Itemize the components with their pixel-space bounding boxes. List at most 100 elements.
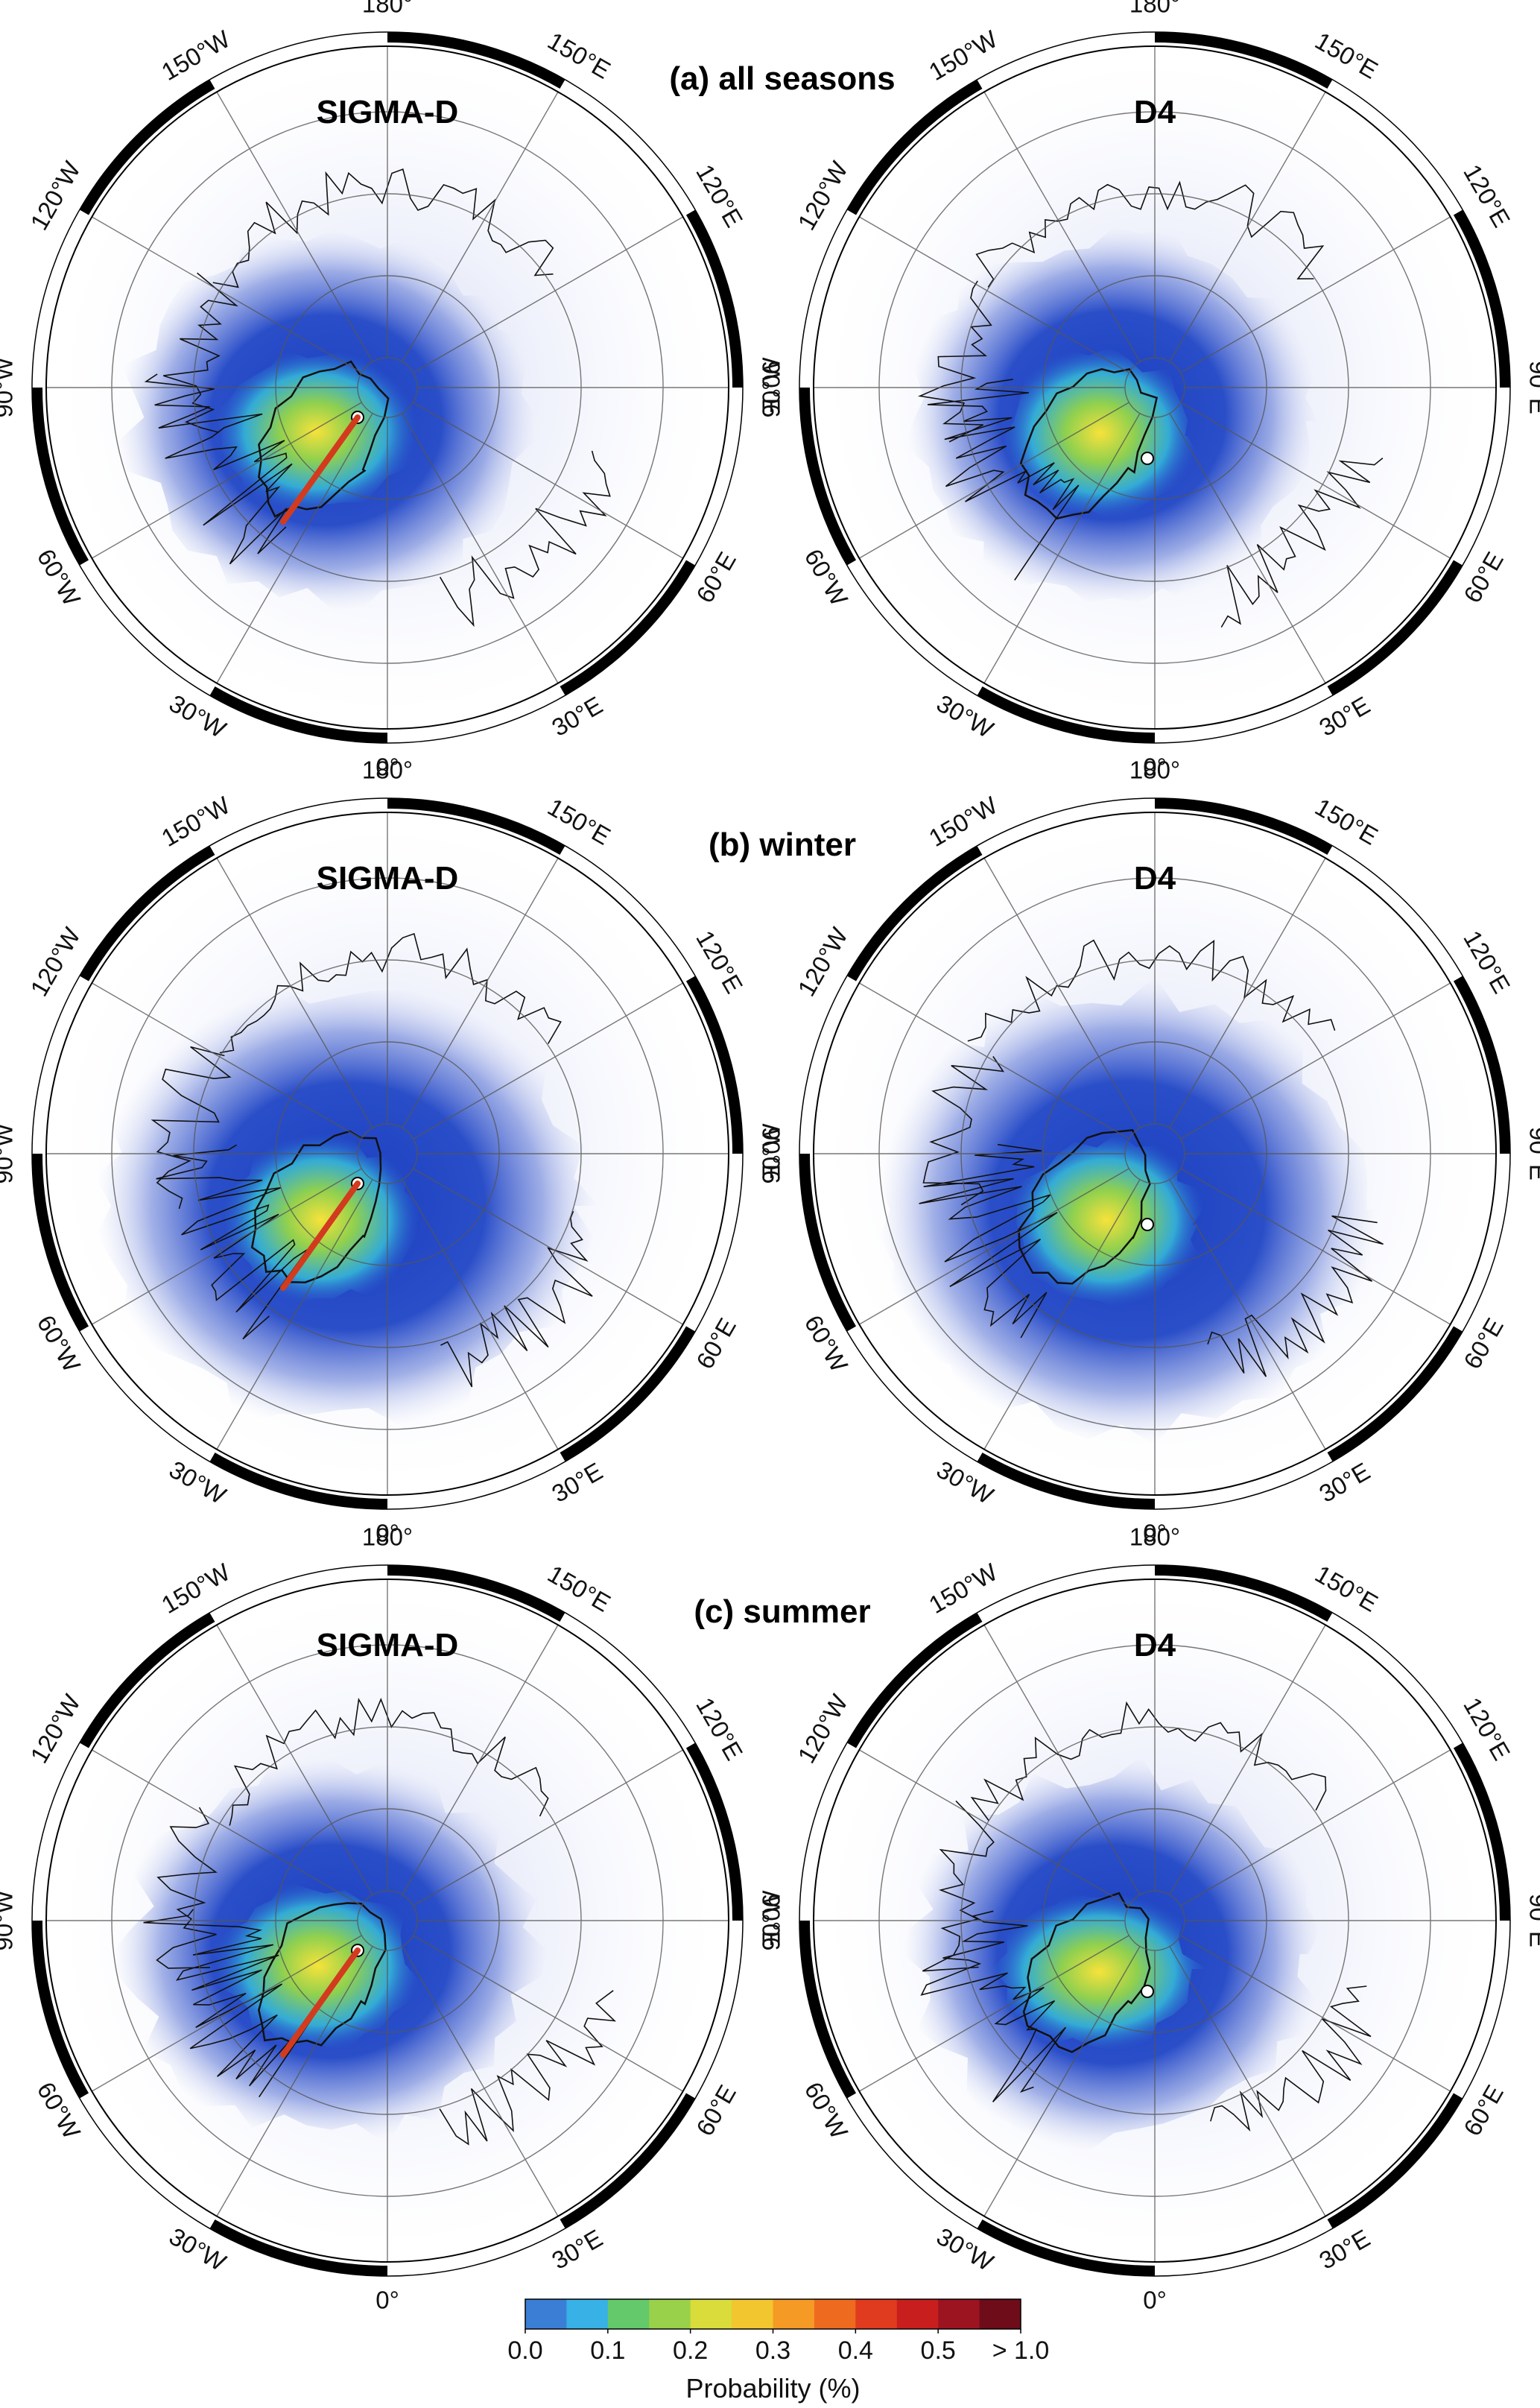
longitude-label: 0° <box>376 753 399 781</box>
longitude-label: 180° <box>1129 0 1180 18</box>
frame-segment <box>387 32 565 89</box>
season-title: (c) summer <box>694 1593 870 1630</box>
colorbar-swatch <box>607 2299 650 2329</box>
frame-segment <box>1327 79 1463 215</box>
frame-segment <box>685 209 743 388</box>
frame-segment <box>846 1326 983 1462</box>
frame-segment <box>387 2219 565 2276</box>
frame-segment <box>209 2219 388 2276</box>
panel-title: SIGMA-D <box>317 860 459 897</box>
frame-segment <box>685 387 743 566</box>
greenland-outline <box>1019 367 1159 520</box>
longitude-label: 90°E <box>1524 1894 1540 1947</box>
graticule <box>46 812 729 1495</box>
probability-core <box>214 349 418 514</box>
longitude-label: 180° <box>1129 1523 1180 1551</box>
frame-segment <box>79 1612 215 1748</box>
frame-segment <box>799 976 857 1154</box>
frame-segment <box>846 560 983 696</box>
probability-core <box>1007 1133 1205 1307</box>
frame-segment <box>1453 976 1510 1154</box>
frame-segment <box>79 2093 215 2229</box>
d4-map-panel: 180°150°E120°E90°E60°E30°E0°30°W60°W90°W… <box>758 1523 1540 2314</box>
frame-segment <box>846 2093 983 2229</box>
colorbar-swatch <box>855 2299 898 2329</box>
greenland-outline <box>258 360 390 518</box>
greenland-outline <box>1018 1129 1151 1285</box>
frame-segment <box>977 1565 1156 1622</box>
frame-segment <box>799 1742 857 1921</box>
colorbar-swatch <box>525 2299 567 2329</box>
colorbar-tick-label: 0.3 <box>755 2336 790 2365</box>
frame-segment <box>387 686 565 743</box>
frame-segment <box>1154 32 1333 89</box>
longitude-label: 0° <box>376 2287 399 2314</box>
frame-segment <box>209 798 388 856</box>
greenland-outline <box>258 1902 387 2047</box>
frame-segment <box>1327 1326 1463 1462</box>
frame-segment <box>685 1920 743 2099</box>
frame-segment <box>1453 209 1510 388</box>
sigma-d-map-panel: 180°150°E120°E90°E60°E30°E0°30°W60°W90°W… <box>0 0 785 781</box>
map-boundary <box>45 45 729 730</box>
longitude-label: 90°W <box>0 1123 18 1184</box>
panel-title: SIGMA-D <box>317 94 459 130</box>
longitude-label: 180° <box>362 0 413 18</box>
frame-segment <box>387 798 565 856</box>
frame-segment <box>32 1153 89 1332</box>
longitude-label: 0° <box>1143 1520 1167 1547</box>
frame-segment <box>560 845 696 982</box>
d4-map-panel: 180°150°E120°E90°E60°E30°E0°30°W60°W90°W… <box>758 756 1540 1547</box>
greenland-outline <box>250 1130 382 1283</box>
frame-segment <box>1154 2219 1333 2276</box>
colorbar-tick-label: 0.5 <box>921 2336 956 2365</box>
longitude-label: 90°E <box>757 1127 785 1181</box>
station-marker <box>1141 1218 1154 1231</box>
frame-segment <box>560 79 696 215</box>
longitude-label: 180° <box>362 756 413 784</box>
frame-segment <box>799 387 857 566</box>
frame-segment <box>977 32 1156 89</box>
colorbar-tick-label: 0.0 <box>507 2336 542 2365</box>
frame-segment <box>32 387 89 566</box>
frame-segment <box>799 209 857 388</box>
longitude-label: 90°W <box>758 1890 785 1951</box>
season-title: (a) all seasons <box>669 60 895 97</box>
map-boundary <box>813 45 1497 730</box>
sigma-d-map-panel: 180°150°E120°E90°E60°E30°E0°30°W60°W90°W… <box>0 1523 785 2314</box>
frame-segment <box>685 1153 743 1332</box>
colorbar-swatch <box>938 2299 980 2329</box>
colorbar-swatch <box>979 2299 1021 2329</box>
frame-segment <box>560 1612 696 1748</box>
colorbar-title: Probability (%) <box>685 2373 860 2404</box>
panel-title: SIGMA-D <box>317 1627 459 1663</box>
frame-segment <box>1453 1742 1510 1921</box>
colorbar-swatch <box>814 2299 856 2329</box>
map-boundary <box>45 1579 729 2263</box>
probability-core <box>214 1880 422 2051</box>
longitude-label: 0° <box>1143 2287 1167 2314</box>
greenland-outline <box>1022 1892 1151 2053</box>
colorbar-tick-label: 0.4 <box>838 2336 873 2365</box>
graticule <box>814 46 1496 729</box>
panel-title: D4 <box>1134 860 1176 897</box>
season-title: (b) winter <box>709 827 856 863</box>
frame-segment <box>846 845 983 982</box>
frame-segment <box>79 79 215 215</box>
frame-segment <box>846 79 983 215</box>
frame-segment <box>32 209 89 388</box>
frame-segment <box>209 686 388 743</box>
frame-segment <box>977 686 1156 743</box>
coastlines <box>919 939 1384 1377</box>
frame-segment <box>209 1452 388 1509</box>
coastlines <box>150 932 593 1388</box>
frame-segment <box>209 1565 388 1622</box>
graticule <box>46 46 729 729</box>
longitude-label: 90°E <box>757 361 785 414</box>
longitude-label: 0° <box>376 1520 399 1547</box>
frame-segment <box>685 976 743 1154</box>
hotspot-streak <box>280 1181 361 1291</box>
colorbar-swatch <box>896 2299 939 2329</box>
frame-segment <box>685 1742 743 1921</box>
